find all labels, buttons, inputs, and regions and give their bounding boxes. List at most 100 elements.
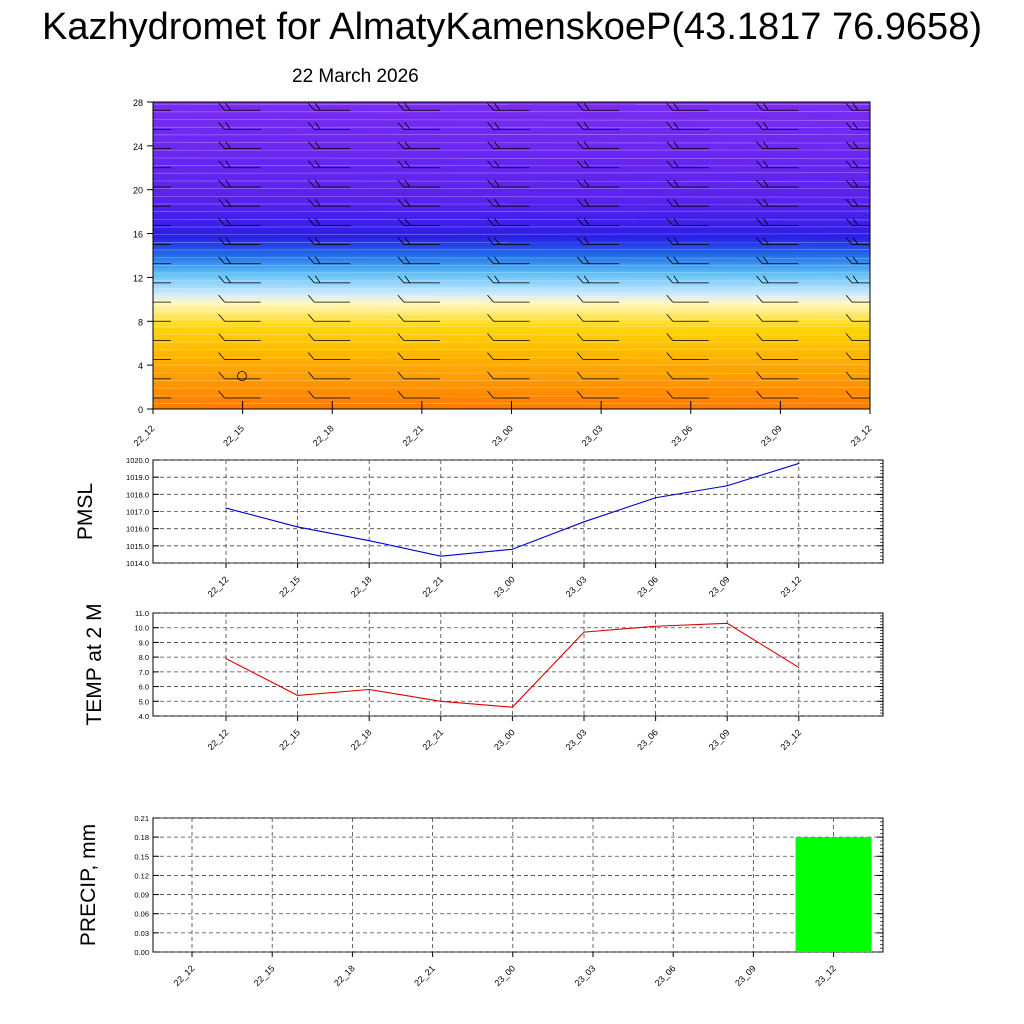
y-tick-label: 0.09 bbox=[134, 891, 149, 900]
wind-barb bbox=[576, 102, 620, 111]
wind-barb bbox=[845, 371, 870, 380]
wind-barb bbox=[487, 371, 530, 380]
contour-line bbox=[153, 210, 870, 213]
wind-barb bbox=[218, 352, 261, 361]
wind-barb bbox=[487, 141, 530, 149]
data-point bbox=[726, 622, 728, 624]
x-tick-label: 23_09 bbox=[707, 727, 732, 752]
wind-barb bbox=[845, 314, 870, 322]
wind-barb bbox=[307, 198, 351, 207]
wind-barb bbox=[666, 141, 709, 149]
wind-barb bbox=[756, 141, 799, 149]
wind-barb bbox=[307, 333, 351, 341]
wind-barb bbox=[845, 198, 870, 207]
wind-barb bbox=[576, 371, 620, 380]
data-point bbox=[655, 497, 657, 499]
wind-barb bbox=[756, 314, 799, 322]
wind-barb bbox=[487, 102, 530, 111]
wind-barb bbox=[576, 141, 620, 149]
wind-barb bbox=[576, 275, 620, 284]
wind-barb bbox=[487, 333, 530, 341]
wind-barb bbox=[756, 122, 799, 130]
chart-subtitle: 22 March 2026 bbox=[292, 66, 419, 87]
calm-wind-marker bbox=[237, 371, 247, 381]
wind-barb bbox=[487, 275, 530, 284]
x-tick-label: 22_18 bbox=[349, 727, 374, 752]
data-point bbox=[297, 694, 299, 697]
wind-barb bbox=[845, 294, 870, 303]
wind-barb bbox=[845, 160, 870, 169]
data-point bbox=[583, 521, 585, 523]
data-point bbox=[798, 462, 800, 465]
wind-barb bbox=[307, 179, 351, 188]
x-tick-label: 23_12 bbox=[778, 574, 803, 599]
wind-barb bbox=[666, 371, 709, 380]
wind-barb bbox=[845, 141, 870, 149]
wind-barb bbox=[397, 275, 440, 284]
wind-barb bbox=[666, 333, 709, 341]
wind-barb bbox=[218, 102, 261, 111]
x-tick-label: 22_21 bbox=[401, 423, 426, 448]
x-tick-label: 23_12 bbox=[813, 963, 838, 988]
wind-barb bbox=[487, 352, 530, 361]
y-tick-label: 7.0 bbox=[139, 668, 149, 677]
y-axis-title: TEMP at 2 M bbox=[83, 603, 106, 725]
wind-barb bbox=[397, 160, 440, 169]
y-tick-label: 9.0 bbox=[139, 638, 149, 647]
data-point bbox=[297, 526, 299, 528]
wind-barb bbox=[397, 314, 440, 322]
data-point bbox=[368, 688, 370, 691]
wind-barb bbox=[153, 340, 171, 341]
wind-barb bbox=[666, 314, 709, 322]
wind-barb bbox=[397, 198, 440, 207]
x-tick-label: 23_06 bbox=[653, 963, 678, 988]
wind-barb bbox=[307, 390, 351, 399]
y-tick-label: 0.00 bbox=[134, 948, 149, 957]
contour-line bbox=[153, 249, 870, 251]
wind-barb bbox=[576, 122, 620, 130]
wind-barb bbox=[307, 218, 351, 226]
wind-barb bbox=[666, 294, 709, 303]
wind-barb bbox=[218, 294, 261, 303]
wind-barb bbox=[153, 167, 171, 169]
x-tick-label: 22_12 bbox=[206, 727, 231, 752]
x-tick-label: 22_18 bbox=[332, 963, 357, 988]
wind-barb bbox=[666, 275, 709, 284]
y-tick-label: 10.0 bbox=[134, 624, 149, 633]
x-tick-label: 22_18 bbox=[349, 574, 374, 599]
wind-barb bbox=[307, 237, 351, 245]
wind-barb bbox=[845, 352, 870, 361]
wind-barb bbox=[218, 160, 261, 169]
wind-barb bbox=[153, 263, 171, 265]
y-tick-label: 20 bbox=[133, 186, 143, 196]
y-tick-label: 0 bbox=[138, 405, 143, 415]
y-tick-label: 24 bbox=[133, 142, 143, 152]
wind-barb bbox=[756, 256, 799, 265]
wind-barb bbox=[845, 256, 870, 265]
x-tick-label: 22_15 bbox=[252, 963, 277, 988]
x-tick-label: 23_12 bbox=[849, 423, 874, 448]
wind-barb bbox=[397, 122, 440, 130]
wind-barb bbox=[153, 244, 171, 245]
wind-barb bbox=[487, 390, 530, 399]
y-tick-label: 8.0 bbox=[139, 653, 149, 662]
data-point bbox=[511, 548, 513, 550]
wind-barb bbox=[576, 256, 620, 265]
wind-barb bbox=[756, 160, 799, 169]
wind-barb bbox=[153, 301, 171, 303]
wind-barb bbox=[756, 218, 799, 226]
data-point bbox=[798, 666, 800, 669]
wind-barb bbox=[756, 352, 799, 361]
wind-barb bbox=[487, 122, 530, 130]
wind-barb bbox=[397, 218, 440, 226]
wind-barb bbox=[218, 371, 261, 380]
y-tick-label: 0.06 bbox=[134, 910, 149, 919]
wind-barb bbox=[307, 371, 351, 380]
wind-barb bbox=[756, 102, 799, 111]
wind-barb bbox=[153, 186, 171, 188]
wind-barb bbox=[397, 352, 440, 361]
x-tick-label: 23_03 bbox=[564, 574, 589, 599]
wind-barb bbox=[666, 218, 709, 226]
wind-barb bbox=[218, 179, 261, 188]
